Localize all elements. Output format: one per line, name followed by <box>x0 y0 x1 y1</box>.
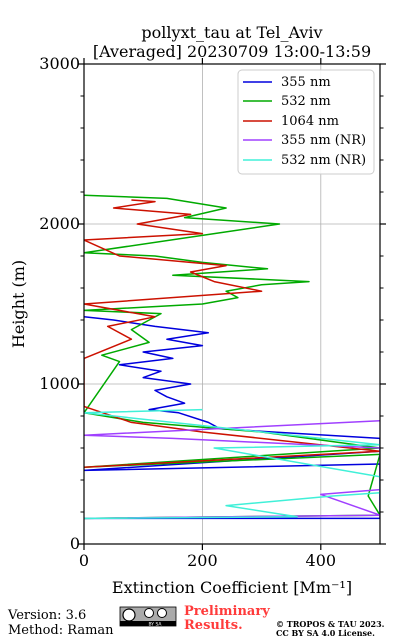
x-tick-label-0: 0 <box>79 551 89 570</box>
plot-frame <box>83 63 381 545</box>
legend: 355 nm 532 nm 1064 nm 355 nm (NR) 532 nm… <box>237 69 375 175</box>
series-532nm-line <box>84 194 380 520</box>
series-532nm-nr-line <box>84 408 380 520</box>
legend-label-355nm-nr: 355 nm (NR) <box>281 133 366 148</box>
copyright-line-2: CC BY SA 4.0 License. <box>276 628 375 638</box>
cc-logo-icon <box>122 608 136 622</box>
preliminary-label: Preliminary <box>184 604 270 619</box>
series-355nm-nr-line <box>84 420 380 520</box>
y-tick-label-1: 1000 <box>39 374 80 393</box>
x-axis-label: Extinction Coefficient [Mm⁻¹] <box>112 578 352 597</box>
x-tick-label-1: 200 <box>187 551 218 570</box>
results-label: Results. <box>184 618 243 633</box>
x-tick-label-2: 400 <box>306 551 337 570</box>
y-tick-label-0: 0 <box>70 534 80 553</box>
version-text: Version: 3.6 <box>7 608 86 623</box>
axis-ticks <box>78 58 386 550</box>
chart-subtitle: [Averaged] 20230709 13:00-13:59 <box>93 42 371 61</box>
cc-badge-text: BY SA <box>148 622 162 628</box>
series-layer <box>84 194 380 520</box>
series-355nm-line <box>84 316 380 520</box>
copyright-line-1: © TROPOS & TAU 2023. <box>276 619 385 629</box>
legend-box <box>237 69 375 175</box>
y-tick-label-3: 3000 <box>39 54 80 73</box>
legend-label-532nm: 532 nm <box>281 94 331 109</box>
method-text: Method: Raman <box>8 623 114 638</box>
series-1064nm-line <box>84 199 380 468</box>
by-attribution-icon <box>144 608 154 618</box>
legend-label-355nm: 355 nm <box>281 75 331 90</box>
y-tick-label-2: 2000 <box>39 214 80 233</box>
chart-title: pollyxt_tau at Tel_Aviv <box>141 23 322 42</box>
cc-license-badge: BY SA <box>119 606 177 628</box>
sa-share-alike-icon <box>157 608 167 618</box>
y-axis-label: Height (m) <box>9 260 28 348</box>
legend-label-1064nm: 1064 nm <box>281 114 339 129</box>
cc-badge-bar <box>120 621 176 626</box>
legend-label-532nm-nr: 532 nm (NR) <box>281 153 366 168</box>
